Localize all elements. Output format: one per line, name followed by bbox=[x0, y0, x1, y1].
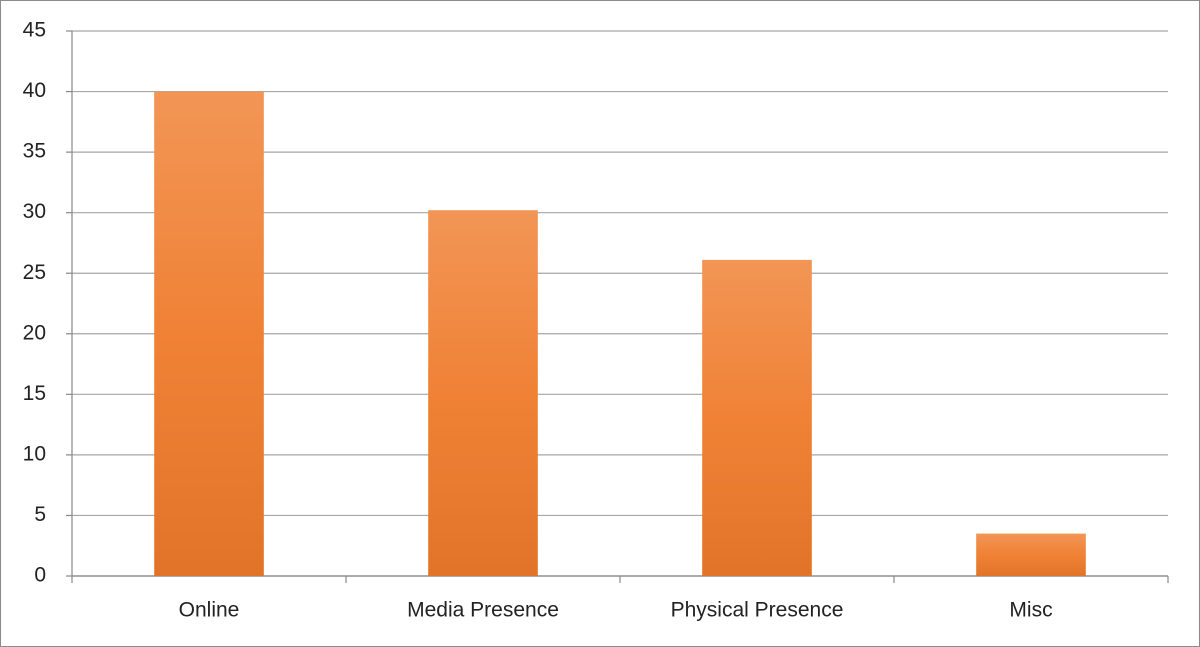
x-tick-label: Online bbox=[179, 599, 240, 622]
bar-shade bbox=[976, 533, 1086, 576]
bar-shade bbox=[154, 91, 264, 577]
y-tick-label: 5 bbox=[34, 503, 46, 526]
x-tick-label: Misc bbox=[1009, 599, 1052, 622]
bar-shade bbox=[428, 210, 538, 576]
y-tick-label: 40 bbox=[23, 79, 46, 102]
bar-shade bbox=[702, 259, 812, 576]
y-tick-label: 20 bbox=[23, 321, 46, 344]
x-tick-label: Media Presence bbox=[407, 599, 559, 622]
y-tick-label: 30 bbox=[23, 200, 46, 223]
y-tick-label: 25 bbox=[23, 261, 46, 284]
y-tick-label: 0 bbox=[34, 564, 46, 587]
y-tick-label: 15 bbox=[23, 382, 46, 405]
x-tick-label: Physical Presence bbox=[671, 599, 844, 622]
y-tick-label: 10 bbox=[23, 442, 46, 465]
y-tick-label: 35 bbox=[23, 140, 46, 163]
y-tick-label: 45 bbox=[23, 19, 46, 42]
